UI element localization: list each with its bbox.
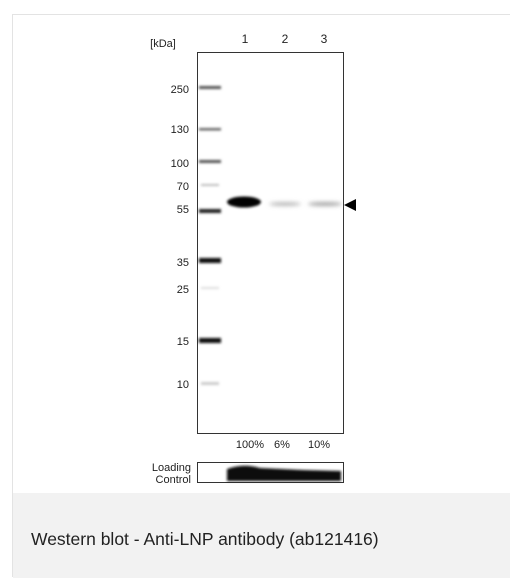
marker-label-250: 250 <box>171 84 189 96</box>
unit-label: [kDa] <box>150 38 176 50</box>
western-blot-image: [kDa] 1 2 3 250 130 100 70 55 35 25 15 1… <box>150 32 356 486</box>
loading-control-label-line2: Control <box>156 474 191 486</box>
marker-label-70: 70 <box>177 181 189 193</box>
marker-label-15: 15 <box>177 336 189 348</box>
marker-ladder <box>199 86 221 385</box>
ladder-band-100 <box>199 160 221 163</box>
marker-label-35: 35 <box>177 257 189 269</box>
marker-label-55: 55 <box>177 204 189 216</box>
loading-percent-3: 10% <box>308 439 330 451</box>
ladder-band-35 <box>199 258 221 263</box>
ladder-band-250 <box>199 86 221 89</box>
ladder-band-70 <box>201 184 219 186</box>
loading-percent-1: 100% <box>236 439 264 451</box>
western-blot-figure: [kDa] 1 2 3 250 130 100 70 55 35 25 15 1… <box>13 15 510 493</box>
marker-label-25: 25 <box>177 284 189 296</box>
band-lane-2 <box>269 202 301 206</box>
marker-label-100: 100 <box>171 158 189 170</box>
band-lane-1 <box>227 196 261 208</box>
lane-number-2: 2 <box>282 32 289 46</box>
ladder-band-10 <box>201 382 219 385</box>
figure-card: [kDa] 1 2 3 250 130 100 70 55 35 25 15 1… <box>12 14 510 578</box>
ladder-band-25 <box>201 287 219 289</box>
lane-number-3: 3 <box>321 32 328 46</box>
ladder-band-130 <box>199 128 221 131</box>
marker-label-10: 10 <box>177 379 189 391</box>
ladder-band-15 <box>199 338 221 343</box>
caption-bar: Western blot - Anti-LNP antibody (ab1214… <box>13 493 510 578</box>
loading-control-label-line1: Loading <box>152 462 191 474</box>
loading-control-band <box>227 465 341 481</box>
lane-number-1: 1 <box>242 32 249 46</box>
band-arrow-icon <box>344 199 356 211</box>
marker-label-130: 130 <box>171 124 189 136</box>
loading-percent-2: 6% <box>274 439 290 451</box>
sample-bands <box>227 196 342 208</box>
blot-membrane <box>197 52 344 434</box>
loading-control-bands <box>227 465 341 481</box>
ladder-band-55 <box>199 209 221 213</box>
figure-caption: Western blot - Anti-LNP antibody (ab1214… <box>31 529 379 549</box>
band-lane-3 <box>308 202 342 206</box>
